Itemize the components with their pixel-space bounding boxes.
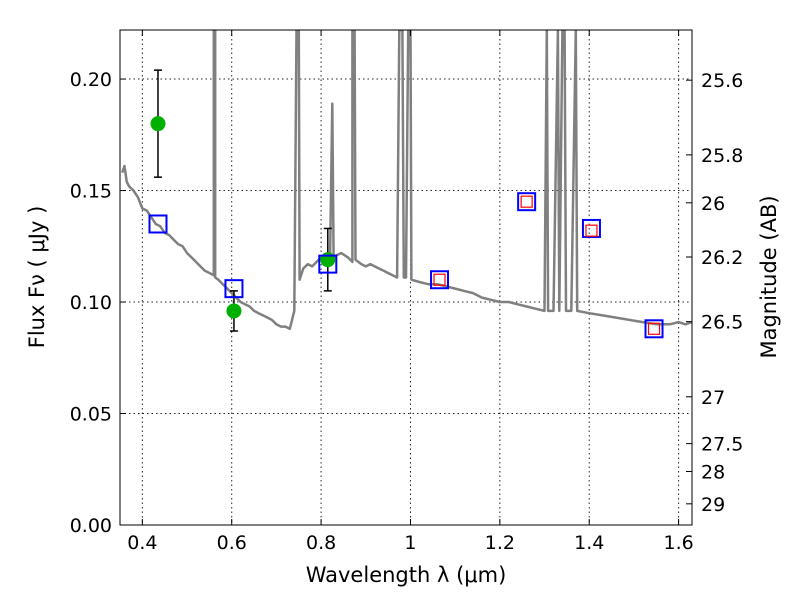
model-band-inner-square: [647, 322, 661, 335]
model-band-inner-square: [433, 273, 446, 286]
model-band-square: [581, 218, 601, 238]
y-tick-label: 0.05: [70, 404, 112, 426]
plot-area: [121, 30, 692, 339]
model-band-inner-square: [585, 224, 598, 237]
model-band-square: [318, 254, 338, 274]
y-axis-right: 25.6 25.8 26 26.2 26.5 27 27.5 28 29: [686, 70, 743, 516]
y-right-tick-label: 27.5: [701, 434, 743, 456]
x-tick-label: 0.6: [217, 532, 247, 554]
x-tick-label: 0.8: [306, 532, 336, 554]
plot-frame: [119, 29, 693, 526]
x-axis-label: Wavelength λ (μm): [306, 563, 507, 587]
y-right-tick-label: 25.6: [701, 70, 743, 92]
y-tick-label: 0.15: [70, 181, 112, 203]
y-axis-label: Flux Fν ( μJy ): [25, 206, 49, 349]
x-tick-label: 0.4: [127, 532, 157, 554]
y-right-tick-label: 25.8: [701, 145, 743, 167]
observed-flux-point: [320, 252, 336, 268]
y-tick-label: 0.10: [70, 292, 112, 314]
y-right-tick-label: 29: [701, 494, 725, 516]
x-tick-label: 1: [404, 532, 416, 554]
model-spectrum-line: [121, 30, 692, 331]
y-tick-label: 0.00: [70, 515, 112, 537]
model-band-square: [224, 279, 244, 299]
model-band-square: [430, 270, 450, 290]
y-right-tick-label: 26.5: [701, 312, 743, 334]
model-band-square: [517, 192, 537, 212]
y-right-tick-label: 26.2: [701, 247, 743, 269]
x-tick-label: 1.2: [485, 532, 515, 554]
observed-flux-point: [226, 303, 242, 319]
model-band-inner-square: [520, 195, 533, 208]
y-right-tick-label: 28: [701, 461, 725, 483]
model-band-square: [644, 319, 664, 339]
observed-flux-point: [150, 116, 166, 132]
x-tick-label: 1.4: [574, 532, 604, 554]
model-band-square: [148, 214, 168, 234]
x-axis: 0.4 0.6 0.8 1 1.2 1.4 1.6: [127, 30, 694, 554]
y-tick-label: 0.20: [70, 69, 112, 91]
y-right-tick-label: 27: [701, 387, 725, 409]
y-axis-left: 0.00 0.05 0.10 0.15 0.20: [70, 69, 126, 537]
y-right-tick-label: 26: [701, 193, 725, 215]
y-axis-label-right: Magnitude (AB): [757, 195, 781, 358]
x-tick-label: 1.6: [663, 532, 693, 554]
